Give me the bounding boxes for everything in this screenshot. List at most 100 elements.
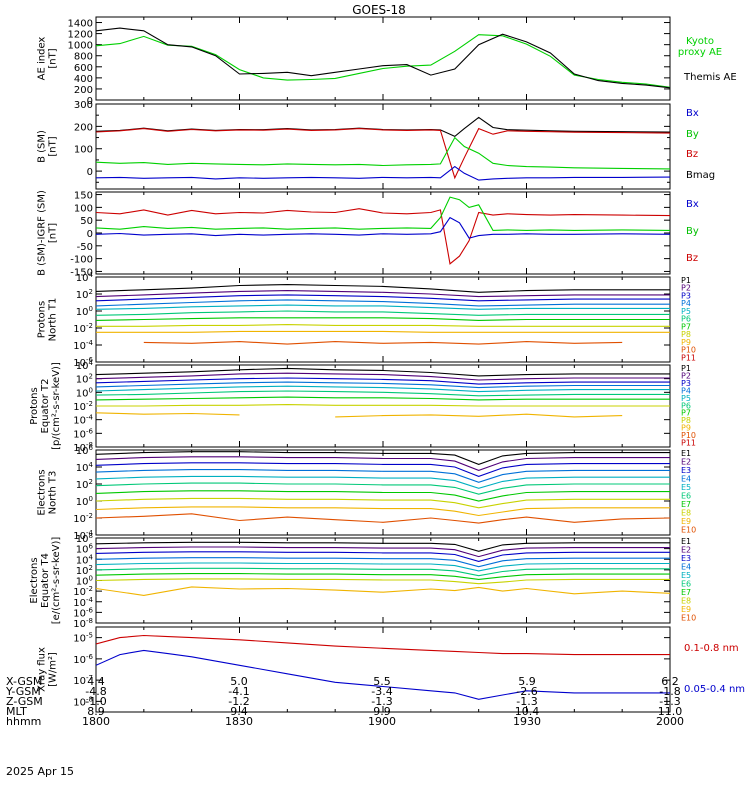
legend-entry: proxy AE [678,47,722,58]
y-tick-label: 10-2 [73,400,93,413]
series-line-bmag [96,116,670,138]
series-line-p1 [96,284,670,293]
series-line-p10 [143,341,623,345]
legend-entry: E10 [681,614,696,623]
y-tick-label: 100 [74,203,93,214]
orbit-value: -4.8 [85,685,106,698]
y-tick-label: 106 [76,543,94,556]
y-tick-label: 10-2 [73,512,93,525]
y-axis-title: [e/(cm²-s-sr-keV)] [51,537,62,625]
series-line-p8 [96,324,670,327]
orbit-value: 5.5 [373,675,391,688]
orbit-value: 5.9 [518,675,536,688]
series-line-p7 [96,396,670,401]
row-label: X-GSM [6,675,42,688]
legend-entry: E6 [681,580,691,589]
y-tick-label: 400 [74,74,93,85]
series-line-e8 [96,578,670,585]
legend-entry: 0.05-0.4 nm [684,684,745,695]
y-tick-label: 100 [74,145,93,156]
orbit-value: 2000 [656,715,684,728]
legend-entry: Bx [686,199,699,210]
y-tick-label: 10-6 [73,356,93,369]
y-tick-label: 10-5 [73,632,93,645]
y-tick-label: 10-2 [73,585,93,598]
y-axis-title: North T3 [48,471,59,515]
row-label: hhmm [6,715,41,728]
series-line-e2 [96,546,670,558]
series-line-e4 [96,557,670,568]
legend-entry: P1 [681,276,691,285]
y-tick-label: 200 [74,85,93,96]
series-line-kyoto-proxy-ae [96,34,670,88]
y-axis-title: [nT] [48,223,59,243]
y-axis-title: Electrons [37,469,48,515]
series-line-bz [96,127,670,180]
orbit-value: 5.0 [230,675,248,688]
series-group [96,27,670,89]
orbit-value: -1.3 [659,695,680,708]
orbit-value: -1.0 [85,695,106,708]
legend-entry: E3 [681,554,691,563]
series-line-p4 [96,299,670,307]
panel-frame [95,16,671,101]
y-tick-label: 10-8 [73,617,93,630]
y-tick-label: 10-8 [73,695,93,708]
legend-entry: P1 [681,364,691,373]
series-line-p4 [96,381,670,389]
orbit-value: 1830 [225,715,253,728]
series-line-e10 [96,513,670,524]
y-tick-label: 100 [76,575,93,588]
y-axis-title: Xray flux [37,647,48,692]
y-axis-title: [p/(cm²-s-sr-keV)] [51,362,62,450]
orbit-value: 4.4 [87,675,105,688]
series-line-e7 [96,490,670,502]
series-line-p9 [96,412,623,418]
row-label: Y-GSM [5,685,41,698]
y-tick-label: 104 [76,359,94,372]
panel-b-sm: 0 100 200 300 B (SM) [nT] Bx By Bz Bmag [37,100,715,190]
series-line-p7 [96,317,670,321]
y-tick-label: 1200 [68,30,93,41]
y-axis-title: AE index [37,37,48,81]
series-line-e4 [96,469,670,483]
legend-entry: P2 [681,284,691,293]
y-tick-label: 200 [74,122,93,133]
legend-entry: P6 [681,401,691,410]
orbit-footer: 2025 Apr 15 X-GSMY-GSMZ-GSMMLThhmm4.4-4.… [5,675,684,778]
series-line-e5 [96,562,670,572]
y-tick-label: 102 [76,564,93,577]
series-line-e2 [96,456,670,471]
panel-frame [95,191,671,275]
legend-entry: E6 [681,492,691,501]
series-line-0-1-0-8-nm [96,634,670,656]
series-line-p3 [96,294,670,302]
series-line-p2 [96,290,670,298]
series-line-p1 [96,367,670,377]
orbit-value: -4.1 [228,685,249,698]
panel-protons-t1: 104 102 100 10-2 10-4 10-6 Protons North T1 P1P2… [37,271,697,369]
y-axis-title: B (SM)-IGRF (SM) [37,190,48,276]
series-line-p5 [96,385,670,393]
orbit-value: 1800 [82,715,110,728]
y-axis-title: Electrons [29,557,40,603]
y-tick-label: 800 [74,52,93,63]
legend-entry: E7 [681,500,691,509]
orbit-value: 10.4 [515,705,540,718]
y-tick-label: 104 [76,553,94,566]
series-line-e9 [96,586,670,596]
legend-entry: P5 [681,394,691,403]
y-tick-label: 100 [76,386,93,399]
y-tick-label: 102 [76,478,93,491]
series-group [96,451,670,524]
legend-entry: P5 [681,307,691,316]
row-label: MLT [6,705,27,718]
y-tick-label: 150 [74,191,93,202]
legend-entry: Kyoto [686,36,714,47]
y-tick-label: -50 [77,242,93,253]
series-line-e8 [96,497,670,509]
